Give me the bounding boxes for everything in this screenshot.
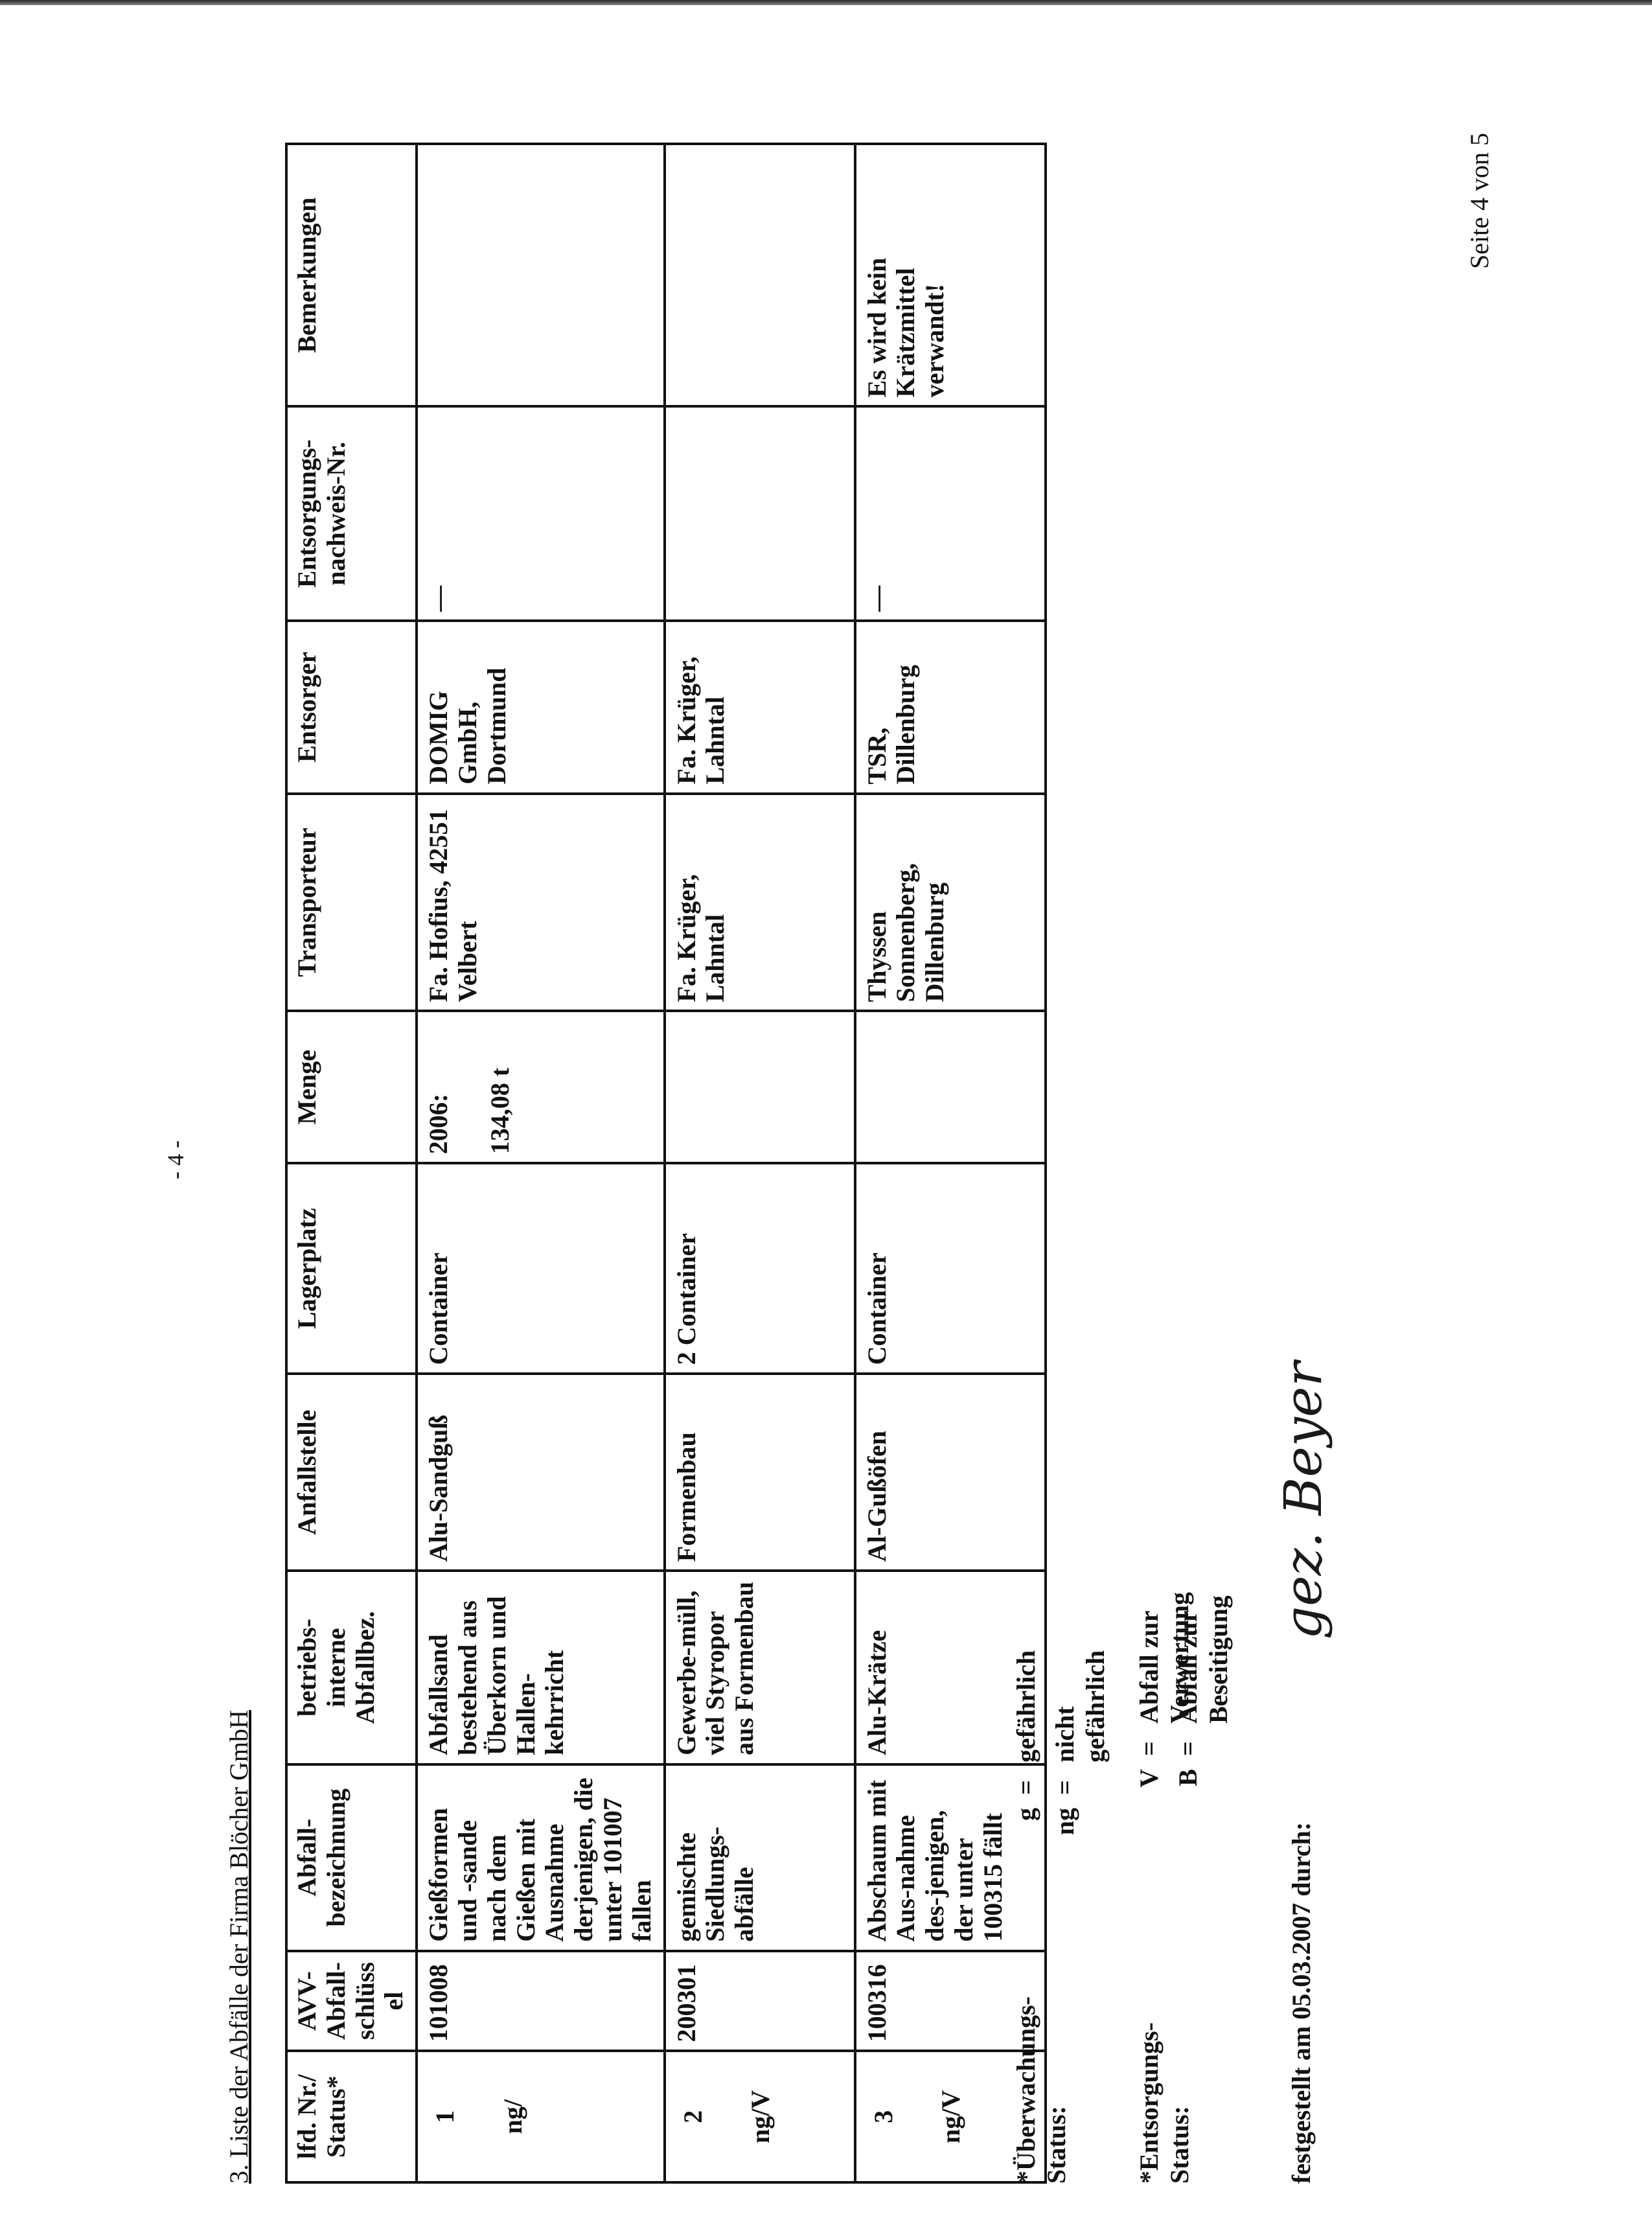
cell-menge xyxy=(855,1011,1046,1164)
row-status: ng/V xyxy=(746,2090,775,2143)
legend-code: ng xyxy=(1050,1808,1079,1836)
cell-transporteur: Fa. Krüger, Lahntal xyxy=(664,793,855,1011)
header-lagerplatz: Lagerplatz xyxy=(286,1163,417,1374)
header-anfallstelle: Anfallstelle xyxy=(286,1374,417,1571)
cell-lagerplatz: Container xyxy=(417,1163,665,1374)
legend-desc: nicht gefährlich xyxy=(1050,1650,1110,1762)
header-transporteur: Transporteur xyxy=(286,793,417,1011)
cell-bezeichnung: gemischte Siedlungs-abfälle xyxy=(664,1764,855,1951)
cell-transporteur: Thyssen Sonnenberg, Dillenburg xyxy=(855,793,1046,1011)
legend-equals: = xyxy=(1173,1741,1202,1756)
legend-desc: gefährlich xyxy=(1011,1650,1040,1762)
handwritten-signature: gez. Beyer xyxy=(1273,1361,1333,1639)
header-bezeichnung: Abfall-bezeichnung xyxy=(286,1764,417,1951)
legend-equals: = xyxy=(1050,1780,1079,1795)
header-bemerkungen: Bemerkungen xyxy=(286,144,417,407)
table-row: 2 ng/V 200301 gemischte Siedlungs-abfäll… xyxy=(664,144,855,2182)
cell-nr: 2 ng/V xyxy=(664,2051,855,2182)
cell-nachweis: — xyxy=(417,406,665,621)
cell-bemerkungen xyxy=(664,144,855,407)
header-nr: lfd. Nr./ Status* xyxy=(286,2051,417,2182)
rotated-page-content: 3. Liste der Abfälle der Firma Blöcher G… xyxy=(224,110,1487,2184)
row-number: 3 xyxy=(868,2110,898,2123)
legend-label: *Überwachungs-Status: xyxy=(1011,1996,1071,2184)
waste-table: lfd. Nr./ Status* AVV-Abfall-schlüssel A… xyxy=(285,143,1047,2184)
row-status: ng/ xyxy=(498,2099,527,2134)
page-marker: - 4 - xyxy=(163,1140,189,1179)
cell-nachweis: — xyxy=(855,406,1046,621)
cell-bemerkungen: Es wird kein Krätzmittel verwandt! xyxy=(855,144,1046,407)
legend-desc: Abfall zur Beseitigung xyxy=(1173,1595,1233,1724)
header-nachweis: Entsorgungs-nachweis-Nr. xyxy=(286,406,417,621)
header-entsorger: Entsorger xyxy=(286,620,417,794)
legend-equals: = xyxy=(1011,1780,1040,1795)
cell-intern: Gewerbe-müll, viel Styropor aus Formenba… xyxy=(664,1571,855,1764)
scan-edge xyxy=(0,0,1652,5)
cell-anfallstelle: Formenbau xyxy=(664,1374,855,1571)
cell-nachweis xyxy=(664,406,855,621)
cell-transporteur: Fa. Hofius, 42551 Velbert xyxy=(417,793,665,1011)
row-status: ng/V xyxy=(936,2090,966,2143)
cell-menge xyxy=(664,1011,855,1164)
header-intern: betriebs-interne Abfallbez. xyxy=(286,1571,417,1764)
row-number: 1 xyxy=(430,2110,460,2123)
cell-nr: 1 ng/ xyxy=(417,2051,665,2182)
list-title: 3. Liste der Abfälle der Firma Blöcher G… xyxy=(224,1710,253,2184)
cell-intern: Abfallsand bestehend aus Überkorn und Ha… xyxy=(417,1571,665,1764)
legend-code: B xyxy=(1173,1769,1202,1786)
cell-avv: 200301 xyxy=(664,1950,855,2051)
cell-lagerplatz: 2 Container xyxy=(664,1163,855,1374)
legend-code: V xyxy=(1134,1769,1164,1788)
table-header-row: lfd. Nr./ Status* AVV-Abfall-schlüssel A… xyxy=(286,144,417,2182)
cell-bemerkungen xyxy=(417,144,665,407)
cell-menge: 2006: 134,08 t xyxy=(417,1011,665,1164)
cell-anfallstelle: Al-Gußöfen xyxy=(855,1374,1046,1571)
header-menge: Menge xyxy=(286,1011,417,1164)
legend-label: *Entsorgungs-Status: xyxy=(1134,2022,1194,2184)
row-number: 2 xyxy=(678,2110,707,2123)
cell-entsorger: DOMIG GmbH, Dortmund xyxy=(417,620,665,794)
cell-entsorger: TSR, Dillenburg xyxy=(855,620,1046,794)
cell-avv: 101008 xyxy=(417,1950,665,2051)
cell-anfallstelle: Alu-Sandguß xyxy=(417,1374,665,1571)
table-row: 1 ng/ 101008 Gießformen und -sande nach … xyxy=(417,144,665,2182)
festgestellt-line: festgestellt am 05.03.2007 durch: xyxy=(1287,1821,1316,2184)
cell-lagerplatz: Container xyxy=(855,1163,1046,1374)
cell-entsorger: Fa. Krüger, Lahntal xyxy=(664,620,855,794)
cell-bezeichnung: Gießformen und -sande nach dem Gießen mi… xyxy=(417,1764,665,1951)
header-avv: AVV-Abfall-schlüssel xyxy=(286,1950,417,2051)
menge-value: 134,08 t xyxy=(485,1067,514,1155)
legend-equals: = xyxy=(1134,1741,1164,1756)
menge-year: 2006: xyxy=(424,1093,453,1155)
legend-code: g xyxy=(1011,1808,1040,1821)
